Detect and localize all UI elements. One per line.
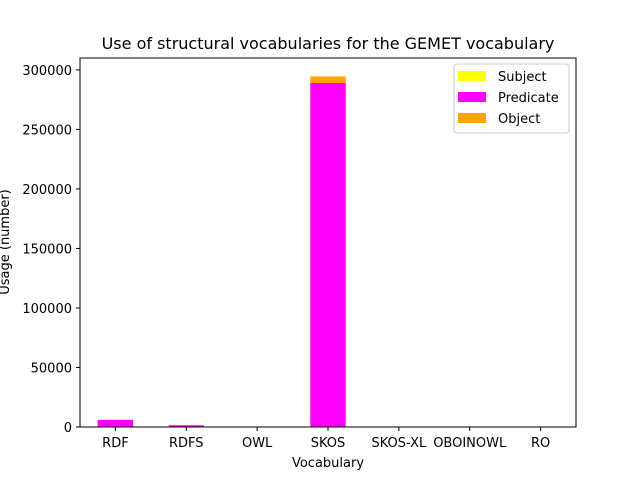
y-axis: 0 50000 100000 150000 200000 250000 300000 <box>22 64 80 436</box>
x-axis-label: Vocabulary <box>292 456 364 471</box>
x-tick-label: SKOS-XL <box>371 436 426 451</box>
y-tick-label: 150000 <box>22 242 72 257</box>
y-tick-label: 200000 <box>22 183 72 198</box>
legend-swatch-predicate <box>458 92 486 102</box>
legend: Subject Predicate Object <box>453 63 570 134</box>
y-tick-label: 100000 <box>22 302 72 317</box>
y-tick-label: 0 <box>64 421 72 436</box>
bar-predicate-skos <box>310 82 346 428</box>
bar-object-skos <box>310 76 346 83</box>
x-tick-label: RDF <box>102 436 129 451</box>
y-axis-label: Usage (number) <box>0 189 13 295</box>
legend-label-object: Object <box>498 112 540 127</box>
y-tick-label: 300000 <box>22 64 72 79</box>
legend-swatch-subject <box>458 71 486 81</box>
legend-swatch-object <box>458 113 486 123</box>
bar-predicate-rdf <box>97 419 134 427</box>
x-axis: RDF RDFS OWL SKOS SKOS-XL OBOINOWL RO <box>102 427 550 451</box>
x-tick-label: RO <box>531 436 550 451</box>
chart-title: Use of structural vocabularies for the G… <box>102 34 555 53</box>
x-tick-label: OBOINOWL <box>433 436 507 451</box>
x-tick-label: RDFS <box>169 436 204 451</box>
y-tick-label: 50000 <box>31 361 72 376</box>
bar-predicate-rdfs <box>168 425 204 427</box>
y-tick-label: 250000 <box>22 123 72 138</box>
bars-group <box>97 76 346 428</box>
legend-label-predicate: Predicate <box>498 91 559 106</box>
x-tick-label: SKOS <box>311 436 346 451</box>
legend-label-subject: Subject <box>498 70 547 85</box>
x-tick-label: OWL <box>242 436 273 451</box>
